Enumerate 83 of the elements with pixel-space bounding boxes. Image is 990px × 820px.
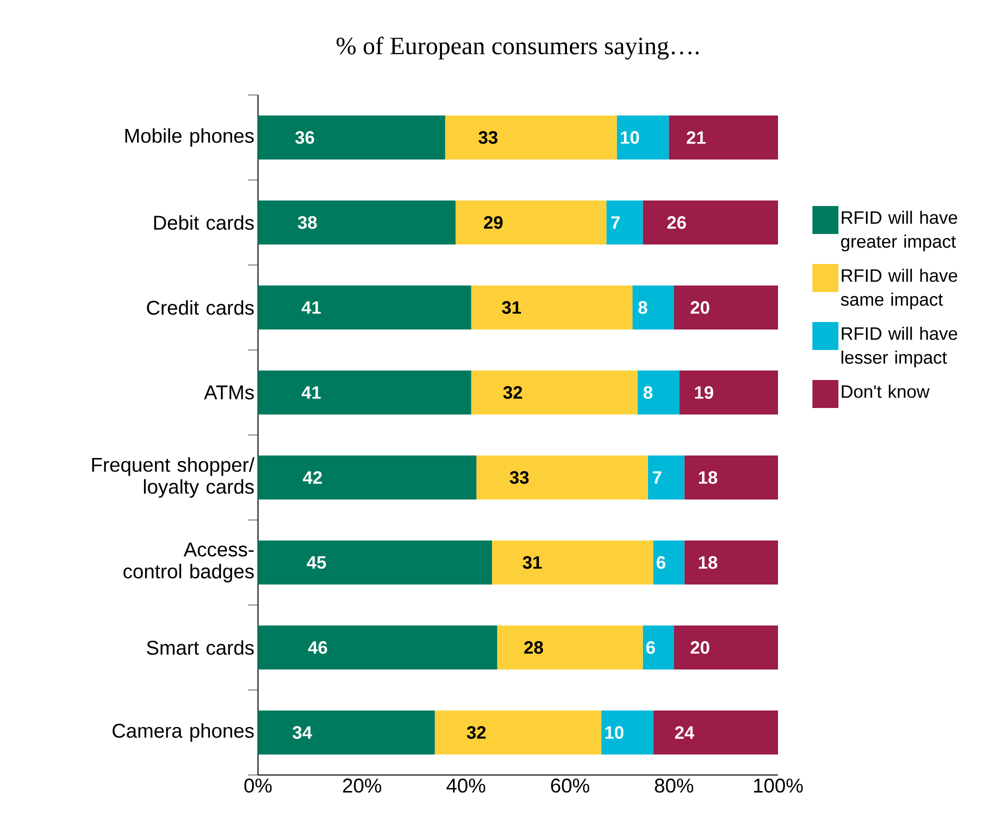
data-label: 21 <box>686 131 706 144</box>
bar <box>684 456 778 500</box>
y-tick-label: ATMs <box>204 386 254 400</box>
data-label: 33 <box>478 131 498 144</box>
x-tick-label: 80% <box>654 778 694 793</box>
x-tick-label: 20% <box>343 778 382 793</box>
bar <box>471 370 638 415</box>
data-label: 8 <box>638 301 648 314</box>
bar <box>258 626 498 670</box>
data-label: 32 <box>503 386 522 399</box>
bar <box>632 286 674 330</box>
data-label: 18 <box>698 471 718 484</box>
bar <box>653 540 684 585</box>
data-label: 18 <box>698 556 718 569</box>
data-label: 41 <box>302 386 321 399</box>
bar <box>258 370 472 415</box>
data-label: 29 <box>484 216 503 229</box>
bar <box>258 710 435 755</box>
bar <box>668 116 778 160</box>
bar <box>492 540 654 585</box>
data-label: 10 <box>605 726 624 739</box>
data-label: 10 <box>620 131 640 144</box>
bar <box>497 626 643 670</box>
data-label: 45 <box>306 556 326 569</box>
bar <box>434 710 602 755</box>
x-tick-label: 0% <box>244 778 272 793</box>
legend-label: RFID will have same impact <box>840 268 958 310</box>
y-tick-label: Frequent shopper/ loyalty cards <box>92 457 254 498</box>
data-label: 7 <box>652 471 662 484</box>
data-label: 7 <box>611 216 620 229</box>
data-label: 31 <box>502 301 521 314</box>
data-label: 24 <box>675 726 694 739</box>
chart-title: % of European consumers saying…. <box>336 36 699 60</box>
bar <box>674 626 778 670</box>
y-tick-label: Access-control badges <box>124 542 254 582</box>
y-tick-label: Smart cards <box>146 640 254 655</box>
data-label: 46 <box>308 641 328 654</box>
x-tick-label: 60% <box>551 778 590 793</box>
data-label: 6 <box>646 641 655 654</box>
y-tick-label: Camera phones <box>112 723 254 742</box>
data-label: 42 <box>302 471 322 484</box>
legend-label: RFID will have greater impact <box>841 210 958 252</box>
bar <box>456 200 606 245</box>
data-label: 36 <box>295 131 314 144</box>
bar <box>648 456 684 500</box>
bar <box>258 200 456 245</box>
bar <box>606 200 643 245</box>
x-tick-label: 100% <box>754 778 803 793</box>
data-label: 33 <box>510 471 529 484</box>
bar <box>616 116 669 160</box>
data-label: 19 <box>695 386 714 399</box>
data-label: 20 <box>690 641 710 654</box>
data-label: 34 <box>292 726 312 739</box>
data-label: 32 <box>466 726 486 739</box>
bar <box>674 286 778 330</box>
data-label: 26 <box>667 216 686 229</box>
bar <box>258 116 446 160</box>
data-label: 31 <box>522 556 542 569</box>
data-label: 28 <box>524 641 544 654</box>
bar <box>638 370 680 415</box>
bar <box>445 116 617 160</box>
y-tick-label: Mobile phones <box>125 128 254 147</box>
legend-label: RFID will have lesser impact <box>842 326 958 368</box>
bar <box>684 540 778 585</box>
bar <box>642 200 778 245</box>
data-label: 41 <box>302 301 321 314</box>
data-label: 8 <box>644 386 652 399</box>
bar <box>258 286 472 330</box>
bar <box>476 456 648 500</box>
bar <box>601 710 654 755</box>
legend-label: Don't know <box>842 384 930 398</box>
bar <box>258 456 476 500</box>
y-tick-label: Credit cards <box>146 300 254 315</box>
data-label: 20 <box>690 301 710 314</box>
bar <box>471 286 632 330</box>
data-label: 6 <box>656 556 666 569</box>
bar <box>642 626 674 670</box>
bar <box>653 710 778 755</box>
y-tick-label: Debit cards <box>154 215 254 230</box>
data-label: 38 <box>298 216 317 229</box>
bar <box>679 370 778 415</box>
bar <box>258 540 492 585</box>
x-tick-label: 40% <box>446 778 486 793</box>
